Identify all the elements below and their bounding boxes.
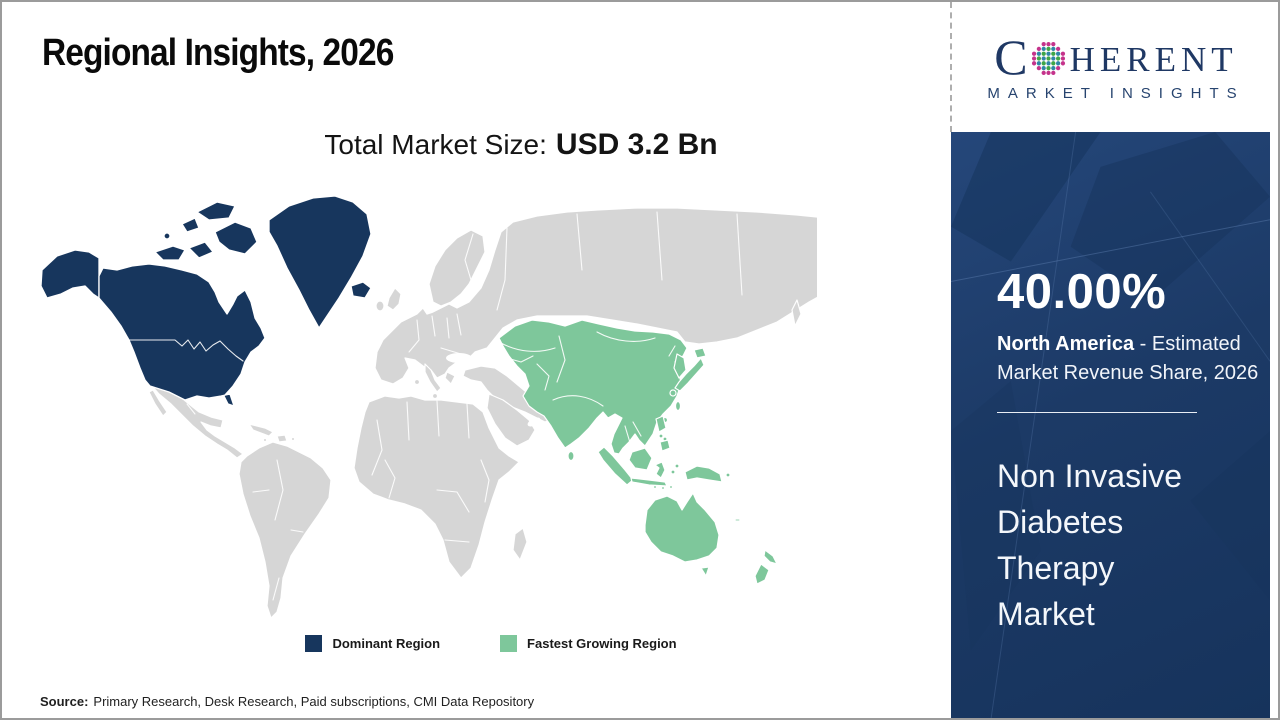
brand-logo-area: C HERENT MARKET INSIGHTS (950, 2, 1278, 132)
panel-divider (997, 412, 1197, 413)
brand-name-rest: HERENT (1069, 39, 1238, 79)
dominant-region-swatch (305, 635, 323, 652)
fastest-growing-region-label: Fastest Growing Region (527, 636, 677, 651)
world-map-svg (40, 195, 817, 619)
world-map (37, 190, 817, 625)
market-size-value: USD 3.2 Bn (555, 128, 718, 161)
legend-item-dominant: Dominant Region (305, 635, 440, 652)
market-size-line: Total Market Size: USD 3.2 Bn (2, 128, 950, 162)
source-text: Primary Research, Desk Research, Paid su… (93, 694, 535, 709)
revenue-share-region: North America (997, 333, 1135, 355)
market-name-line: Non Invasive (997, 458, 1182, 494)
brand-logo: C HERENT (994, 32, 1237, 82)
market-name: Non Invasive Diabetes Therapy Market (997, 453, 1240, 637)
revenue-share-value: 40.00% (997, 265, 1167, 319)
dotted-globe-icon (1031, 41, 1065, 75)
brand-initial: C (994, 29, 1028, 85)
market-name-line: Diabetes (997, 504, 1124, 540)
page-title: Regional Insights, 2026 (42, 32, 394, 74)
market-name-line: Therapy (997, 550, 1115, 586)
brand-subtitle: MARKET INSIGHTS (987, 85, 1245, 102)
source-label: Source: (40, 694, 89, 709)
revenue-share-desc-text: - Estimated Market Revenue Share, 2026 (997, 333, 1259, 384)
map-legend: Dominant Region Fastest Growing Region (2, 635, 950, 652)
panel-content: 40.00% North America - Estimated Market … (951, 132, 1270, 637)
source-line: Source: Primary Research, Desk Research, … (40, 694, 534, 709)
market-name-line: Market (997, 596, 1095, 632)
panel-map-texture (951, 132, 1270, 718)
market-size-label: Total Market Size: (324, 129, 547, 160)
fastest-growing-region-swatch (500, 635, 518, 652)
revenue-share-description: North America - Estimated Market Revenue… (997, 330, 1261, 388)
dominant-region-label: Dominant Region (332, 636, 441, 651)
sidebar-panel: 40.00% North America - Estimated Market … (951, 132, 1270, 718)
legend-item-fastest-growing: Fastest Growing Region (500, 635, 677, 652)
